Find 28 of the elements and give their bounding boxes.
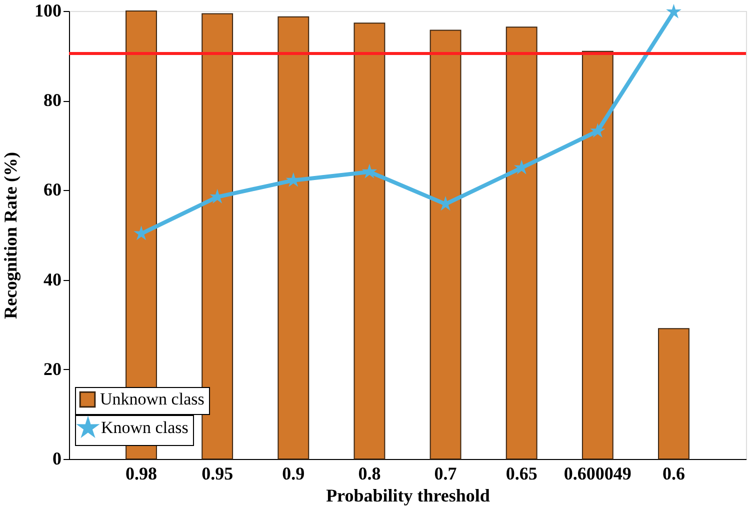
y-tick-label: 40 xyxy=(44,269,62,290)
bar xyxy=(506,26,538,460)
bar xyxy=(430,30,462,460)
bar xyxy=(658,328,690,460)
x-tick-label: 0.95 xyxy=(202,464,234,484)
point xyxy=(286,172,302,187)
point xyxy=(590,123,606,138)
x-axis-title: Probability threshold xyxy=(326,486,490,506)
bar xyxy=(278,16,310,460)
y-tick-label: 0 xyxy=(52,448,62,468)
x-tick-label: 0.7 xyxy=(434,464,457,484)
x-tick-label: 0.8 xyxy=(358,464,381,484)
x-tick-label: 0.600049 xyxy=(564,464,632,484)
y-tick-label: 60 xyxy=(44,180,62,200)
legend-label: Known class xyxy=(101,418,188,437)
x-tick-label: 0.6 xyxy=(662,464,685,484)
bar xyxy=(354,22,386,460)
bar xyxy=(582,50,614,460)
x-tick-label: 0.65 xyxy=(506,464,538,484)
x-tick-label: 0.9 xyxy=(282,464,305,484)
legend-label: Unknown class xyxy=(100,390,204,408)
y-axis-title: Recognition Rate (%) xyxy=(0,152,20,319)
y-tick-label: 20 xyxy=(44,358,62,379)
x-tick-label: 0.98 xyxy=(126,464,158,484)
point xyxy=(362,164,378,178)
y-tick-label: 80 xyxy=(44,90,62,110)
point xyxy=(666,4,682,18)
y-tick-label: 100 xyxy=(34,0,62,20)
